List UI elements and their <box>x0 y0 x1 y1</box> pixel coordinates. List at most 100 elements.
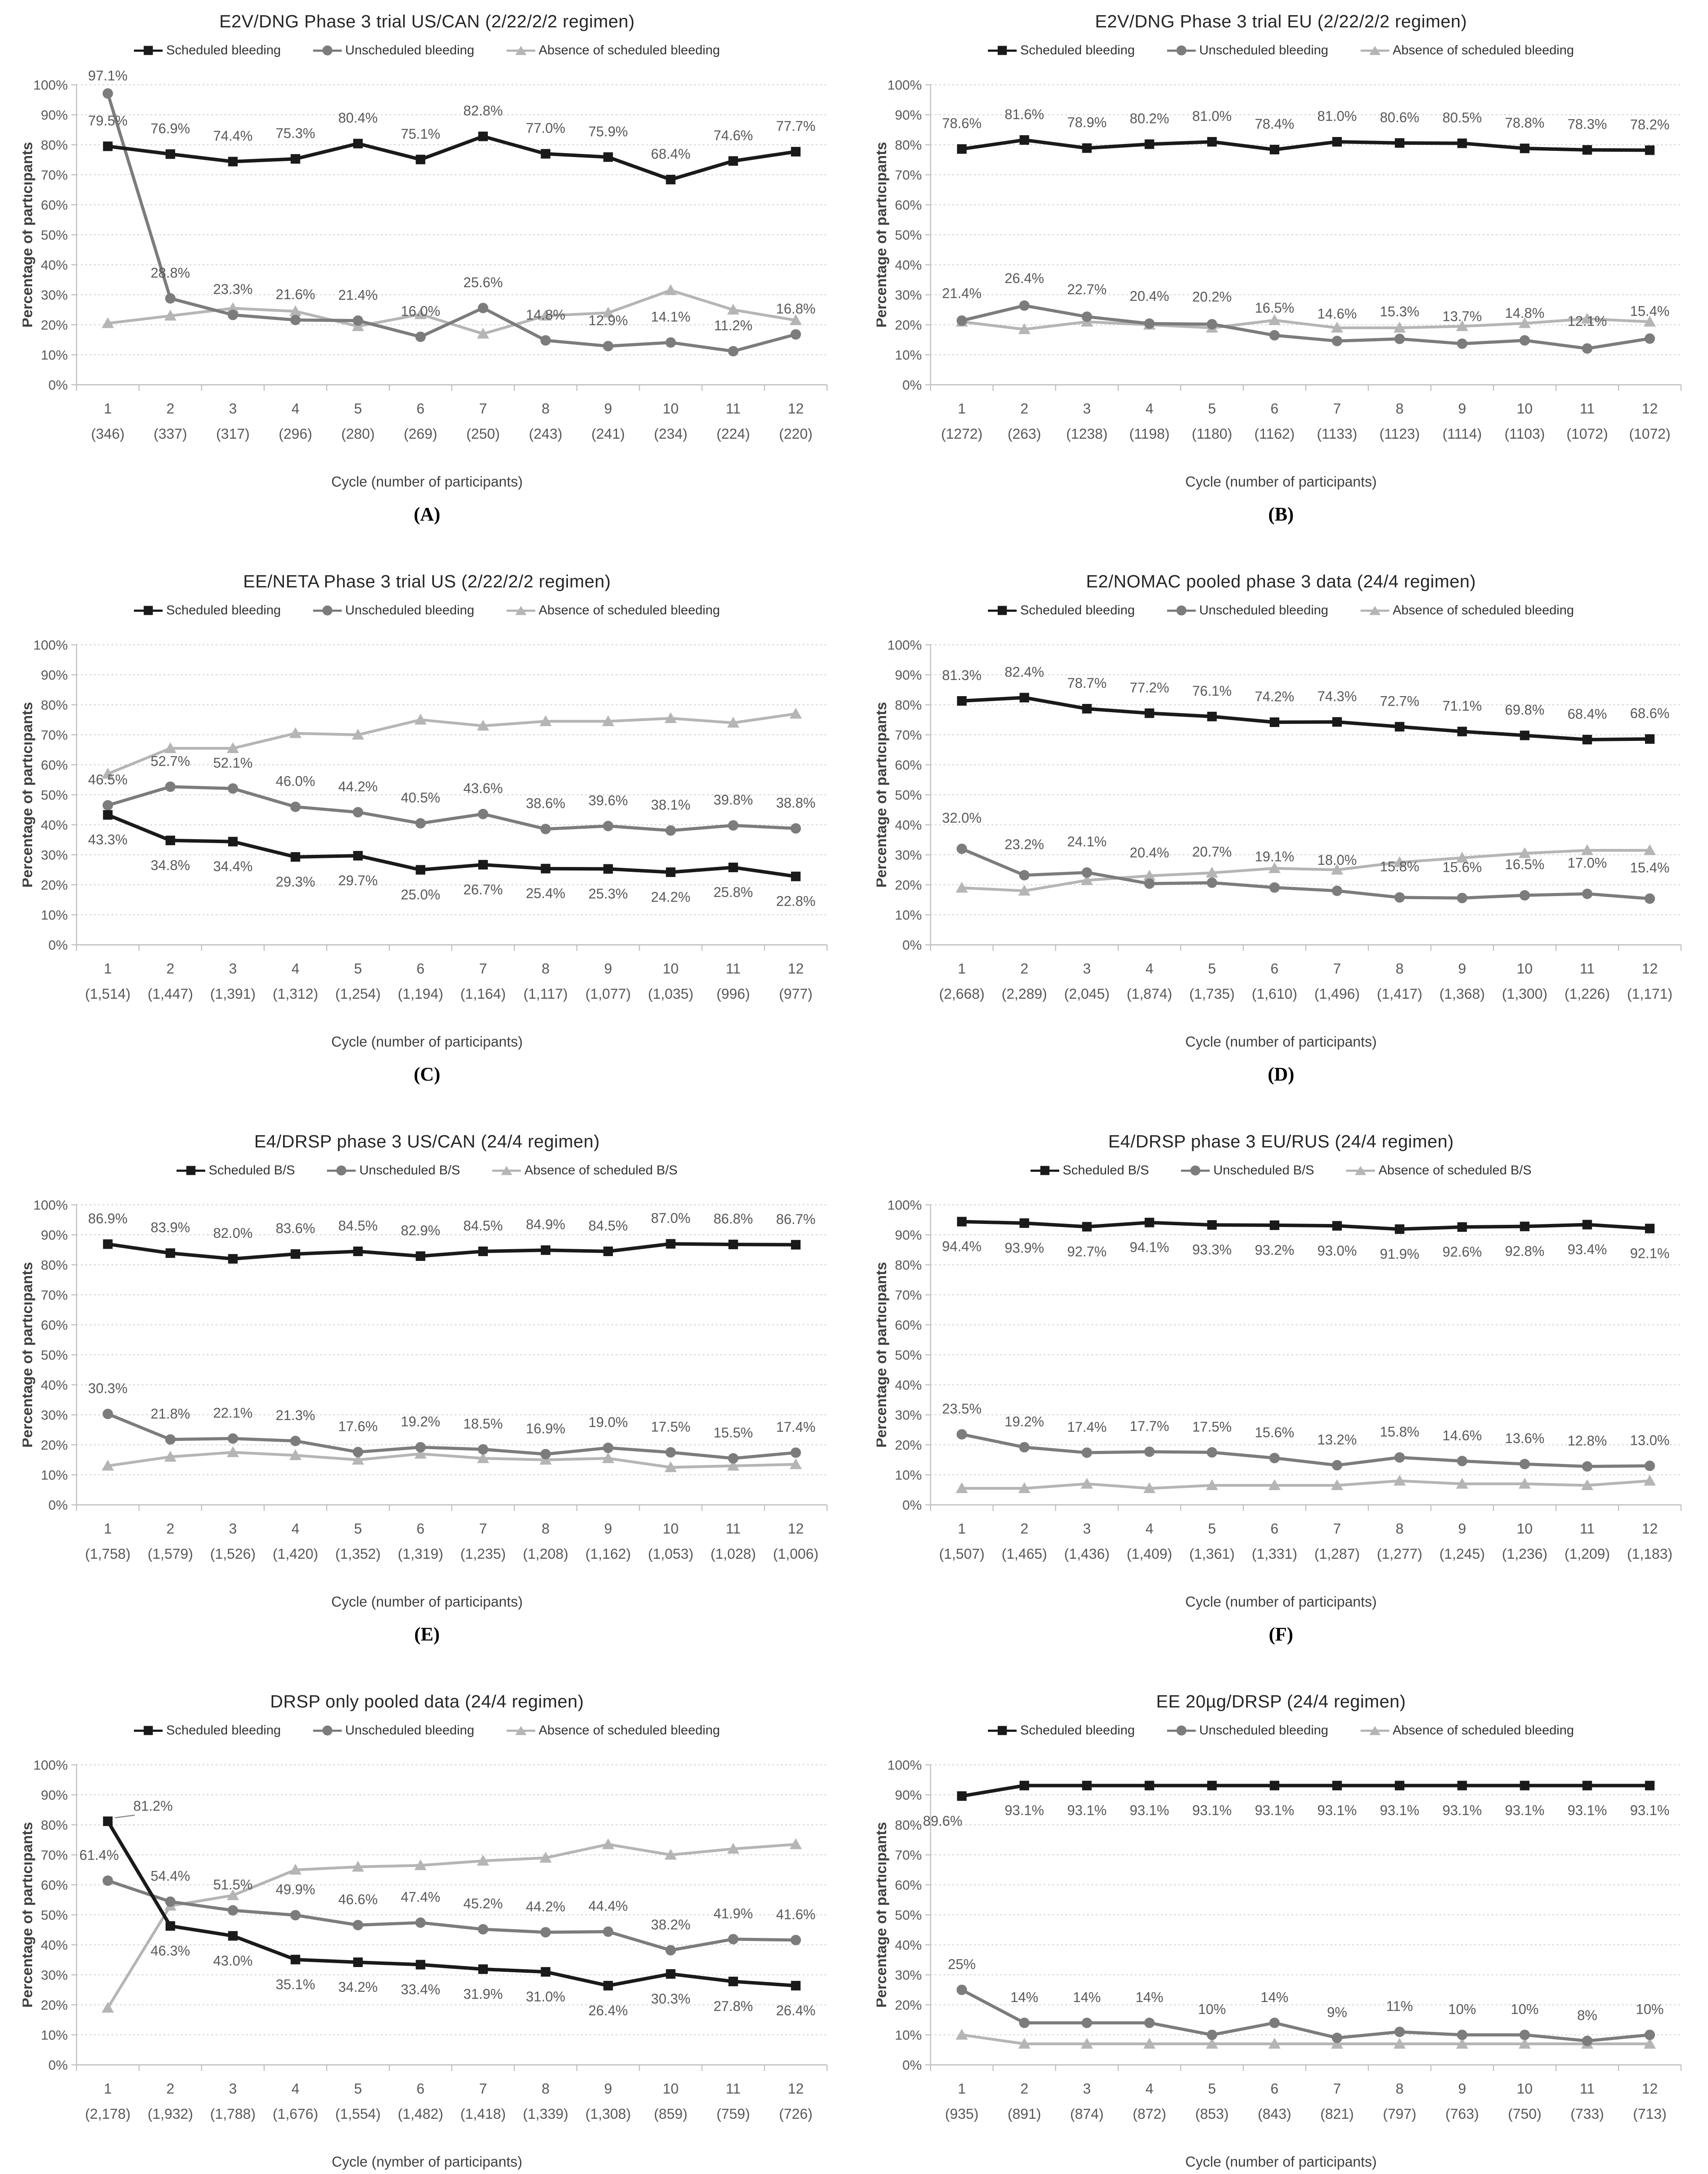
svg-text:41.9%: 41.9% <box>714 1906 753 1921</box>
svg-text:4: 4 <box>1145 2081 1153 2097</box>
svg-text:13.0%: 13.0% <box>1630 1432 1670 1448</box>
svg-text:78.3%: 78.3% <box>1568 117 1607 132</box>
svg-text:(1,579): (1,579) <box>147 1546 193 1562</box>
svg-text:10%: 10% <box>1636 2001 1664 2017</box>
svg-text:20.7%: 20.7% <box>1192 844 1232 860</box>
svg-text:1: 1 <box>104 1520 112 1537</box>
chart-canvas-E: 0% 10% 20% 30% 40% 50% 60% 70% 80% 90% 100% 1 (1,758… <box>23 1197 828 1562</box>
svg-text:24.2%: 24.2% <box>651 889 691 905</box>
svg-text:6: 6 <box>1271 2081 1278 2097</box>
svg-text:Percentage of participants: Percentage of participants <box>877 1822 890 2007</box>
svg-text:14.8%: 14.8% <box>1505 305 1545 321</box>
svg-text:12: 12 <box>1642 1520 1658 1537</box>
svg-text:93.2%: 93.2% <box>1255 1242 1294 1258</box>
svg-text:(1,035): (1,035) <box>648 986 694 1002</box>
svg-text:(1,300): (1,300) <box>1502 986 1548 1002</box>
svg-text:11%: 11% <box>1386 1998 1413 2014</box>
svg-text:4: 4 <box>291 960 299 977</box>
svg-text:13.6%: 13.6% <box>1505 1430 1545 1446</box>
svg-text:18.5%: 18.5% <box>464 1416 503 1431</box>
svg-text:83.6%: 83.6% <box>276 1220 315 1236</box>
panel-letter: (F) <box>1268 1624 1294 1645</box>
svg-text:(1,117): (1,117) <box>524 986 568 1002</box>
svg-text:(1,308): (1,308) <box>585 2106 631 2122</box>
svg-text:21.4%: 21.4% <box>942 285 982 301</box>
x-axis-title: Cycle (number of participants) <box>331 1034 523 1050</box>
legend-item-absence: Absence of scheduled bleeding <box>506 603 720 618</box>
svg-text:2: 2 <box>167 2081 174 2097</box>
svg-text:(1,735): (1,735) <box>1189 986 1235 1002</box>
svg-text:69.8%: 69.8% <box>1505 702 1545 717</box>
svg-text:(1,254): (1,254) <box>335 986 381 1002</box>
svg-text:100%: 100% <box>33 77 68 93</box>
svg-text:81.0%: 81.0% <box>1192 108 1232 124</box>
scheduled-series-swatch <box>1030 1166 1059 1175</box>
svg-text:68.4%: 68.4% <box>1568 706 1607 722</box>
legend-item-absence: Absence of scheduled bleeding <box>1360 43 1574 58</box>
svg-text:(1072): (1072) <box>1629 426 1670 442</box>
svg-text:12: 12 <box>788 960 804 977</box>
svg-text:(2,178): (2,178) <box>85 2106 131 2122</box>
svg-text:31.9%: 31.9% <box>464 1986 503 2002</box>
svg-text:19.0%: 19.0% <box>588 1414 628 1430</box>
legend-label-absence: Absence of scheduled bleeding <box>538 43 720 57</box>
svg-text:40%: 40% <box>41 817 68 833</box>
svg-text:(763): (763) <box>1445 2106 1479 2122</box>
svg-text:8: 8 <box>1396 2081 1404 2097</box>
svg-text:70%: 70% <box>895 1287 922 1303</box>
svg-text:68.6%: 68.6% <box>1630 706 1670 721</box>
svg-text:16.0%: 16.0% <box>401 303 440 319</box>
svg-text:13.2%: 13.2% <box>1318 1432 1357 1447</box>
svg-text:0%: 0% <box>48 937 68 953</box>
svg-text:25.3%: 25.3% <box>588 886 628 901</box>
svg-text:2: 2 <box>167 1520 174 1537</box>
chart-canvas-F: 0% 10% 20% 30% 40% 50% 60% 70% 80% 90% 100% 1 (1,507… <box>877 1197 1682 1562</box>
svg-text:84.5%: 84.5% <box>588 1218 628 1234</box>
svg-text:10: 10 <box>663 400 679 417</box>
svg-text:(843): (843) <box>1258 2106 1291 2122</box>
svg-text:11: 11 <box>726 960 741 977</box>
svg-text:(224): (224) <box>717 426 750 442</box>
svg-text:74.3%: 74.3% <box>1318 688 1357 704</box>
svg-text:40%: 40% <box>895 1937 922 1953</box>
svg-text:20.2%: 20.2% <box>1192 289 1232 305</box>
svg-text:44.4%: 44.4% <box>588 1898 628 1914</box>
legend-label-absence: Absence of scheduled B/S <box>1378 1163 1532 1177</box>
legend-label-absence: Absence of scheduled bleeding <box>1392 603 1574 617</box>
svg-text:(1,287): (1,287) <box>1314 1546 1360 1562</box>
svg-text:26.4%: 26.4% <box>588 2003 628 2018</box>
svg-text:81.2%: 81.2% <box>133 1798 173 1814</box>
svg-text:(1,514): (1,514) <box>85 986 131 1002</box>
svg-text:90%: 90% <box>895 107 922 123</box>
svg-text:Percentage of participants: Percentage of participants <box>877 1262 890 1447</box>
svg-text:20%: 20% <box>895 1437 922 1453</box>
svg-text:15.4%: 15.4% <box>1630 860 1670 876</box>
svg-text:17.6%: 17.6% <box>338 1419 378 1434</box>
svg-text:16.5%: 16.5% <box>1505 857 1545 872</box>
svg-text:50%: 50% <box>895 227 922 243</box>
svg-text:(1,507): (1,507) <box>939 1546 985 1562</box>
svg-text:9: 9 <box>604 960 612 977</box>
svg-text:80.4%: 80.4% <box>338 110 378 126</box>
svg-text:72.7%: 72.7% <box>1380 693 1419 709</box>
svg-text:(2,045): (2,045) <box>1064 986 1110 1002</box>
svg-text:77.2%: 77.2% <box>1130 680 1169 695</box>
svg-text:12.8%: 12.8% <box>1568 1433 1607 1449</box>
svg-text:87.0%: 87.0% <box>651 1210 691 1226</box>
chart-legend: Scheduled bleeding Unscheduled bleeding … <box>134 603 720 618</box>
triangle-marker-icon <box>1369 46 1381 55</box>
legend-label-unscheduled: Unscheduled bleeding <box>345 1723 474 1737</box>
svg-text:5: 5 <box>1208 2081 1216 2097</box>
svg-text:2: 2 <box>1021 400 1028 417</box>
svg-text:(241): (241) <box>591 426 625 442</box>
circle-marker-icon <box>1190 1165 1201 1176</box>
svg-text:(1,758): (1,758) <box>85 1546 131 1562</box>
svg-text:9: 9 <box>604 400 612 417</box>
svg-text:(1,312): (1,312) <box>273 986 318 1002</box>
svg-text:100%: 100% <box>887 77 922 93</box>
svg-text:15.6%: 15.6% <box>1442 859 1482 875</box>
svg-text:1: 1 <box>958 2081 966 2097</box>
legend-item-scheduled: Scheduled bleeding <box>134 1723 281 1738</box>
chart-panel-E: E4/DRSP phase 3 US/CAN (24/4 regimen) Sc… <box>0 1120 854 1680</box>
triangle-marker-icon <box>515 46 527 55</box>
